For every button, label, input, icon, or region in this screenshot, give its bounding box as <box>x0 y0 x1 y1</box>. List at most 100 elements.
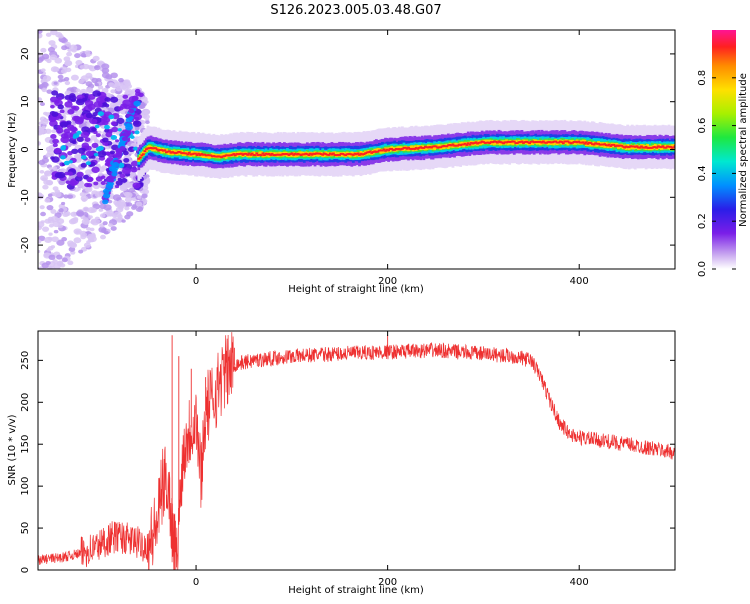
spectrogram-cell <box>115 180 123 186</box>
spectrogram-cell <box>144 100 149 104</box>
spectrogram-ridge-cell <box>259 151 263 156</box>
spectrogram-ridge-cell <box>425 146 429 149</box>
spectrogram-cell <box>102 192 111 199</box>
spectrogram-ridge-cell <box>206 153 210 159</box>
spectrogram-ridge-cell <box>532 141 536 144</box>
spectrogram-ridge-cell <box>298 153 302 156</box>
spectrogram-ridge-cell <box>627 146 631 149</box>
snr-y-tick-label: 0 <box>20 567 31 573</box>
spectrogram-cell <box>115 139 120 143</box>
spectrogram-ridge-cell <box>597 142 600 145</box>
spectrogram-ridge-cell <box>434 145 438 148</box>
spectrogram-cell <box>121 167 131 175</box>
spectrogram-ridge-cell <box>247 152 251 155</box>
spectrogram-cell <box>84 50 91 55</box>
spectrogram-cell <box>126 123 133 128</box>
spectrogram-cell <box>38 30 43 34</box>
snr-line <box>38 332 675 570</box>
spectrogram-ridge-cell <box>436 144 440 149</box>
spectrogram-cell <box>136 195 142 199</box>
spectrogram-y-label: Frequency (Hz) <box>7 112 18 188</box>
snr-y-tick-label: 200 <box>20 393 31 412</box>
spectrogram-ridge-cell <box>462 143 466 146</box>
spectrogram-ridge-cell <box>561 142 565 145</box>
spectrogram-ridge-cell <box>491 141 495 144</box>
spectrogram-cell <box>104 97 111 102</box>
spectrogram-ridge-cell <box>549 141 553 144</box>
spectrogram-cell <box>80 162 87 168</box>
spectrogram-ridge-cell <box>374 148 378 153</box>
spectrogram-ridge-cell <box>451 143 455 146</box>
spectrogram-ridge-cell <box>620 144 623 147</box>
spectrogram-ridge-cell <box>606 144 610 147</box>
spectrogram-ridge-cell <box>318 152 322 155</box>
spectrogram-ridge-cell <box>471 142 475 145</box>
spectrogram-ridge-cell <box>258 151 262 156</box>
spectrogram-cell <box>74 153 82 160</box>
spectrogram-ridge-cell <box>157 147 161 152</box>
spectrogram-cell <box>130 160 139 167</box>
spectrogram-cell <box>38 32 43 39</box>
spectrogram-ridge-cell <box>446 144 450 147</box>
spectrogram-cell <box>75 98 85 106</box>
spectrogram-ridge-cell <box>210 152 214 158</box>
spectrogram-cell <box>67 194 74 199</box>
spectrogram-cell <box>135 91 142 97</box>
spectrogram-cell <box>61 236 68 242</box>
spectrogram-cell <box>57 96 63 101</box>
spectrogram-ridge-cell <box>233 154 237 157</box>
spectrogram-ridge-cell <box>483 142 487 144</box>
spectrogram-ridge-cell <box>249 153 253 156</box>
spectrogram-cell <box>112 194 121 201</box>
spectrogram-ridge-cell <box>413 145 417 150</box>
spectrogram-ridge-cell <box>287 154 291 156</box>
spectrogram-cell <box>88 215 93 219</box>
spectrogram-cell <box>69 242 78 249</box>
spectrogram-cell <box>49 54 58 61</box>
spectrogram-ridge-cell <box>157 149 161 152</box>
spectrogram-cell <box>121 219 126 223</box>
spectrogram-cell <box>102 188 110 194</box>
spectrogram-cell <box>90 207 97 213</box>
colorbar-tick-label: 0.2 <box>697 213 708 229</box>
spectrogram-ridge-cell <box>399 148 403 151</box>
spectrogram-ridge-cell <box>309 152 312 155</box>
spectrogram-x-tick-label: 400 <box>570 276 589 287</box>
spectrogram-ridge-cell <box>396 148 400 151</box>
spectrogram-ridge-cell <box>574 140 577 143</box>
spectrogram-ridge-cell <box>440 145 444 148</box>
spectrogram-ridge-cell <box>577 140 581 143</box>
spectrogram-ridge-cell <box>209 154 213 157</box>
spectrogram-cell <box>43 170 53 177</box>
spectrogram-ridge-cell <box>174 152 177 155</box>
spectrogram-ridge-cell <box>206 154 210 157</box>
spectrogram-ridge-cell <box>629 145 633 148</box>
spectrogram-ridge-cell <box>678 126 681 169</box>
spectrogram-cell <box>100 175 106 180</box>
spectrogram-cell <box>94 191 103 198</box>
spectrogram-ridge-cell <box>178 151 182 154</box>
spectrogram-ridge-cell <box>339 152 343 155</box>
spectrogram-cell <box>79 64 85 69</box>
spectrogram-cell <box>52 66 60 72</box>
spectrogram-cell <box>124 197 132 203</box>
spectrogram-cell <box>115 153 121 158</box>
spectrogram-ridge-cell <box>256 154 260 157</box>
spectrogram-cell <box>101 63 110 70</box>
spectrogram-ridge-cell <box>270 152 274 155</box>
spectrogram-ridge-cell <box>600 143 604 146</box>
colorbar-ticks: 0.0 0.2 0.4 0.6 0.8 <box>697 70 736 277</box>
spectrogram-cell <box>63 194 69 199</box>
spectrogram-ridge-cell <box>566 140 570 143</box>
spectrogram-ridge-cell <box>519 141 522 144</box>
spectrogram-ridge-cell <box>267 152 271 155</box>
spectrogram-ridge-cell <box>476 142 479 145</box>
spectrogram-cell <box>97 85 104 90</box>
spectrogram-ridge-cell <box>207 154 211 159</box>
spectrogram-ridge-cell <box>187 151 191 157</box>
spectrogram-ridge-cell <box>624 145 628 151</box>
spectrogram-cell <box>53 229 59 234</box>
spectrogram-ridge-cell <box>505 141 509 144</box>
spectrogram-ridge-cell <box>232 153 236 155</box>
spectrogram-ridge-cell <box>172 151 176 154</box>
